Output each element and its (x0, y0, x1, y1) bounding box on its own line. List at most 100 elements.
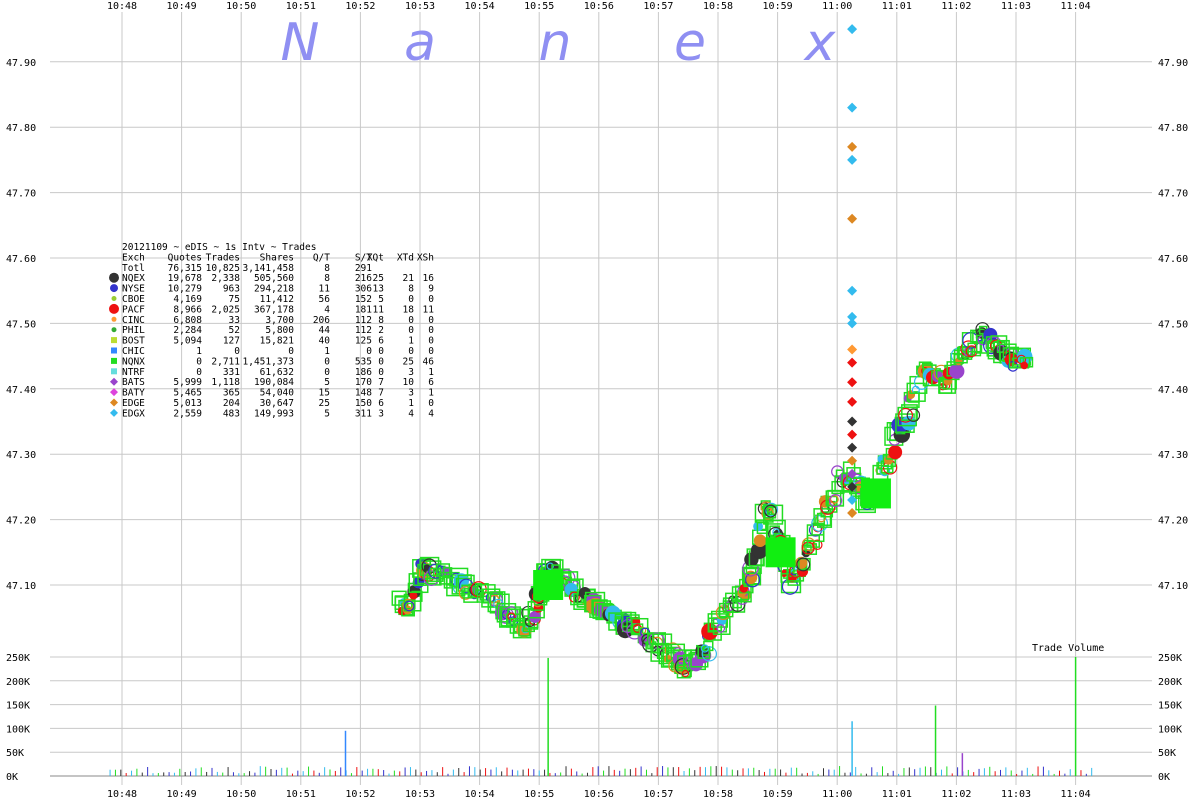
legend-cell: PHIL (122, 325, 145, 336)
time-tick-label-top: 10:58 (703, 1, 733, 12)
time-tick-label-top: 11:03 (1001, 1, 1031, 12)
trade-square (906, 382, 926, 402)
legend-cell: 0 (428, 346, 434, 357)
trade-marker (701, 646, 718, 662)
time-tick-label-bottom: 10:57 (643, 789, 673, 800)
legend-header: XQt (367, 252, 384, 263)
legend-cell: 11 (373, 304, 385, 315)
time-tick-label-top: 10:49 (167, 1, 197, 12)
legend-marker (109, 272, 119, 283)
legend-marker (111, 337, 117, 344)
legend-cell: 3,700 (265, 315, 294, 326)
legend-cell: 30,647 (260, 398, 294, 409)
price-series (391, 24, 1034, 679)
watermark-letter: n (539, 13, 572, 73)
spike-trade-marker (847, 508, 858, 519)
trade-square (442, 567, 453, 577)
legend-cell: 204 (223, 398, 240, 409)
trade-marker (949, 363, 965, 379)
legend-cell: 3 (408, 367, 414, 378)
trade-marker (638, 626, 647, 635)
legend-cell: 5 (324, 377, 330, 388)
legend-cell: 6 (428, 377, 434, 388)
time-tick-label-bottom: 10:48 (107, 789, 137, 800)
legend-cell: 46 (423, 356, 435, 367)
axes: 10:48 10:48 10:49 10:49 10:50 10:50 10:51 10:51… (6, 1, 1188, 800)
legend-cell: 1,451,373 (243, 356, 294, 367)
trade-marker (829, 494, 839, 504)
legend-cell: 54,040 (260, 388, 295, 399)
legend-total-cell: 291 (355, 263, 372, 274)
legend-cell: 5,800 (265, 325, 294, 336)
legend-header: Quotes (168, 252, 202, 263)
time-tick-label-bottom: 10:58 (703, 789, 733, 800)
spike-trade-marker (847, 442, 858, 453)
volume-tick-label-right: 150K (1158, 701, 1182, 712)
time-tick-label-top: 11:04 (1061, 1, 1091, 12)
spike-trade-marker (847, 213, 858, 224)
legend-marker (110, 284, 118, 293)
trade-marker (811, 515, 829, 532)
legend-cell: 1 (196, 346, 202, 357)
legend-header: Exch (122, 252, 145, 263)
trade-marker (753, 534, 767, 547)
time-tick-label-top: 10:51 (286, 1, 316, 12)
legend-cell: 52 (229, 325, 240, 336)
watermark-letter: a (404, 13, 436, 73)
trade-marker (1020, 361, 1029, 370)
price-tick-label-right: 47.20 (1158, 516, 1188, 527)
volume-tick-label-right: 200K (1158, 677, 1182, 688)
time-tick-label-bottom: 11:04 (1061, 789, 1091, 800)
legend-cell: 112 (355, 315, 372, 326)
price-tick-label-right: 47.10 (1158, 581, 1188, 592)
spike-trade-marker (847, 357, 858, 368)
spike-trade-marker (847, 154, 858, 165)
legend-cell: 963 (223, 284, 240, 295)
legend-cell: 9 (428, 284, 434, 295)
legend-cell: 18 (403, 304, 415, 315)
volume-tick-label-left: 250K (6, 653, 30, 664)
legend-cell: 75 (229, 294, 240, 305)
legend-cell: 152 (355, 294, 372, 305)
spike-trade-marker (847, 396, 858, 407)
legend-cell: 311 (355, 408, 372, 419)
time-tick-label-top: 10:48 (107, 1, 137, 12)
legend-cell: 6,808 (173, 315, 202, 326)
legend-cell: 125 (355, 336, 372, 347)
legend-cell: 0 (428, 325, 434, 336)
legend-cell: 5 (324, 408, 330, 419)
time-tick-label-top: 10:55 (524, 1, 554, 12)
legend-header: S/T (355, 252, 372, 263)
time-tick-label-top: 10:53 (405, 1, 435, 12)
legend-cell: EDGX (122, 408, 145, 419)
legend-cell: CBOE (122, 294, 145, 305)
large-trade-square (860, 478, 891, 509)
legend-cell: 1,118 (211, 377, 240, 388)
time-tick-label-bottom: 10:53 (405, 789, 435, 800)
legend-cell: NYSE (122, 284, 145, 295)
legend-marker (111, 316, 117, 322)
legend-cell: 4 (428, 408, 434, 419)
time-tick-label-bottom: 10:49 (167, 789, 197, 800)
time-tick-label-bottom: 10:52 (345, 789, 375, 800)
legend-cell: 127 (223, 336, 240, 347)
legend-cell: 216 (355, 273, 372, 284)
legend-header: Trades (206, 252, 240, 263)
price-tick-label-left: 47.30 (6, 450, 36, 461)
volume-tick-label-right: 100K (1158, 724, 1182, 735)
price-tick-label-right: 47.30 (1158, 450, 1188, 461)
legend-cell: 15 (319, 388, 330, 399)
legend-cell: 0 (428, 315, 434, 326)
legend-cell: 4 (408, 408, 414, 419)
trade-square (712, 617, 731, 635)
legend-cell: 10,279 (168, 284, 203, 295)
legend-header: Q/T (313, 252, 330, 263)
legend-total-cell: 76,315 (168, 263, 202, 274)
legend-marker (110, 388, 118, 397)
price-tick-label-left: 47.90 (6, 58, 36, 69)
legend-cell: 294,218 (254, 284, 294, 295)
legend-cell: 25 (403, 356, 414, 367)
legend-cell: 2,025 (211, 304, 240, 315)
time-tick-label-bottom: 11:01 (882, 789, 912, 800)
spike-trade-marker (847, 481, 858, 492)
